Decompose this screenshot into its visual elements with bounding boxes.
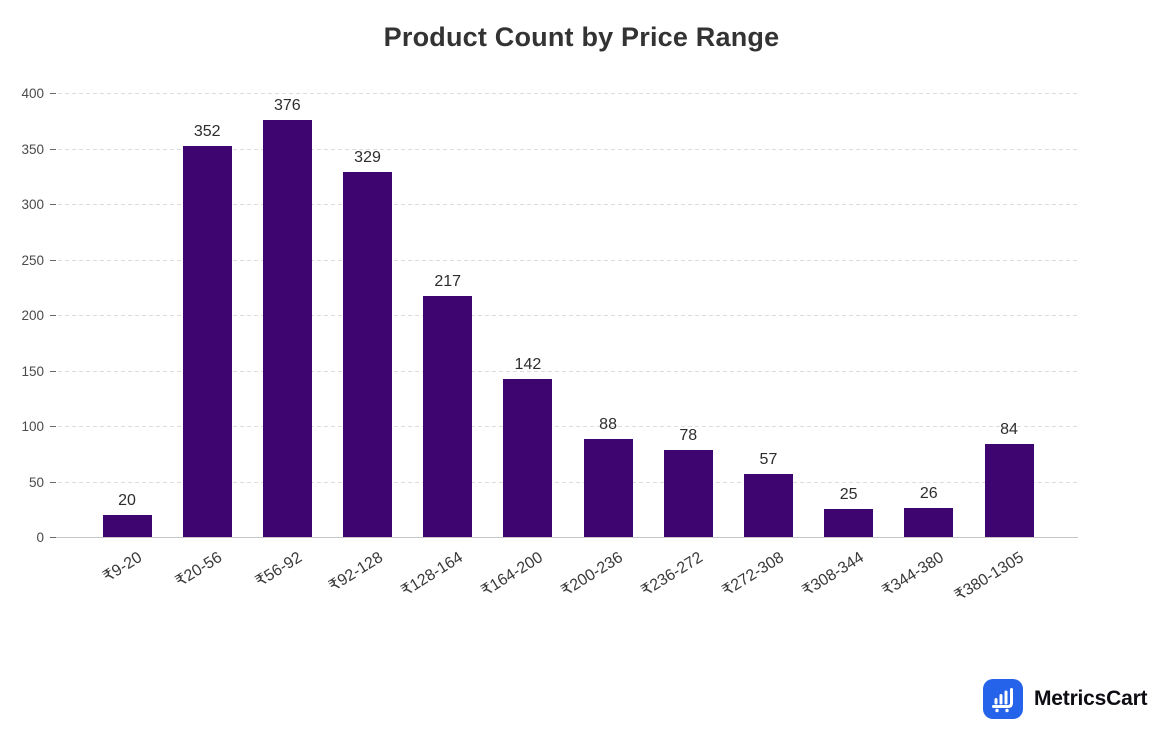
gridline — [58, 481, 1078, 483]
y-tick-label: 300 — [21, 197, 44, 212]
y-tick-label: 100 — [21, 419, 44, 434]
y-tick-mark — [50, 204, 56, 205]
gridline — [58, 204, 1078, 205]
y-tick-mark — [50, 537, 56, 538]
chart-title: Product Count by Price Range — [383, 22, 780, 52]
x-tick-label: ₹380-1305 — [952, 549, 1028, 605]
gridline — [58, 370, 1078, 372]
y-tick-mark — [50, 315, 56, 316]
brand-name: MetricsCart — [1034, 687, 1148, 710]
x-tick-label: ₹308-344 — [799, 549, 867, 600]
y-tick-mark — [50, 481, 56, 483]
gridline — [58, 259, 1078, 261]
x-tick-label: ₹164-200 — [478, 549, 546, 600]
x-tick-label: ₹272-308 — [719, 549, 787, 600]
x-tick-label: ₹200-236 — [558, 549, 627, 600]
y-tick-mark — [50, 259, 56, 261]
bar — [262, 119, 312, 537]
bar-value-label: 57 — [759, 450, 778, 468]
bar-value-label: 329 — [354, 148, 381, 166]
bar — [182, 146, 232, 537]
gridline — [58, 93, 1078, 94]
y-tick-label: 350 — [21, 141, 44, 157]
x-tick-label: ₹92-128 — [325, 549, 386, 596]
bar-value-label: 142 — [514, 356, 542, 374]
bar — [503, 379, 553, 537]
x-tick-label: ₹344-380 — [879, 549, 947, 600]
bar-value-label: 88 — [599, 416, 617, 434]
y-tick-label: 400 — [21, 86, 44, 101]
bar — [343, 171, 393, 537]
bar — [984, 443, 1034, 537]
bar — [583, 439, 633, 537]
gridline — [58, 148, 1078, 150]
bar — [824, 509, 874, 537]
x-tick-label: ₹20-56 — [172, 549, 226, 591]
y-tick-mark — [50, 370, 56, 372]
bar — [904, 508, 954, 537]
y-tick-label: 250 — [21, 252, 44, 268]
bar-value-label: 20 — [118, 491, 136, 509]
bar-value-label: 84 — [1000, 420, 1018, 438]
bar-value-label: 26 — [919, 485, 938, 503]
bar — [423, 296, 473, 537]
bar — [102, 514, 152, 537]
y-tick-mark — [50, 148, 56, 150]
gridline — [58, 426, 1078, 427]
y-tick-label: 0 — [36, 530, 44, 545]
y-tick-mark — [50, 93, 56, 94]
x-tick-label: ₹56-92 — [253, 549, 306, 591]
y-tick-label: 150 — [21, 363, 44, 379]
bar — [743, 473, 793, 537]
x-tick-label: ₹9-20 — [100, 549, 146, 586]
y-tick-label: 50 — [28, 474, 44, 490]
bar-value-label: 78 — [679, 427, 698, 445]
bar-chart-cart-icon — [983, 679, 1023, 719]
x-tick-label: ₹128-164 — [398, 549, 466, 600]
bar-value-label: 217 — [434, 273, 462, 291]
bar-value-label: 25 — [839, 486, 858, 504]
y-tick-mark — [50, 426, 56, 427]
bar-value-label: 376 — [274, 96, 301, 114]
gridline — [58, 315, 1078, 316]
y-tick-label: 200 — [21, 308, 44, 323]
x-axis-line — [55, 537, 1078, 538]
x-tick-label: ₹236-272 — [638, 549, 707, 600]
brand-logo: MetricsCart — [983, 679, 1148, 719]
bar — [663, 450, 713, 537]
bar-value-label: 352 — [193, 123, 221, 141]
